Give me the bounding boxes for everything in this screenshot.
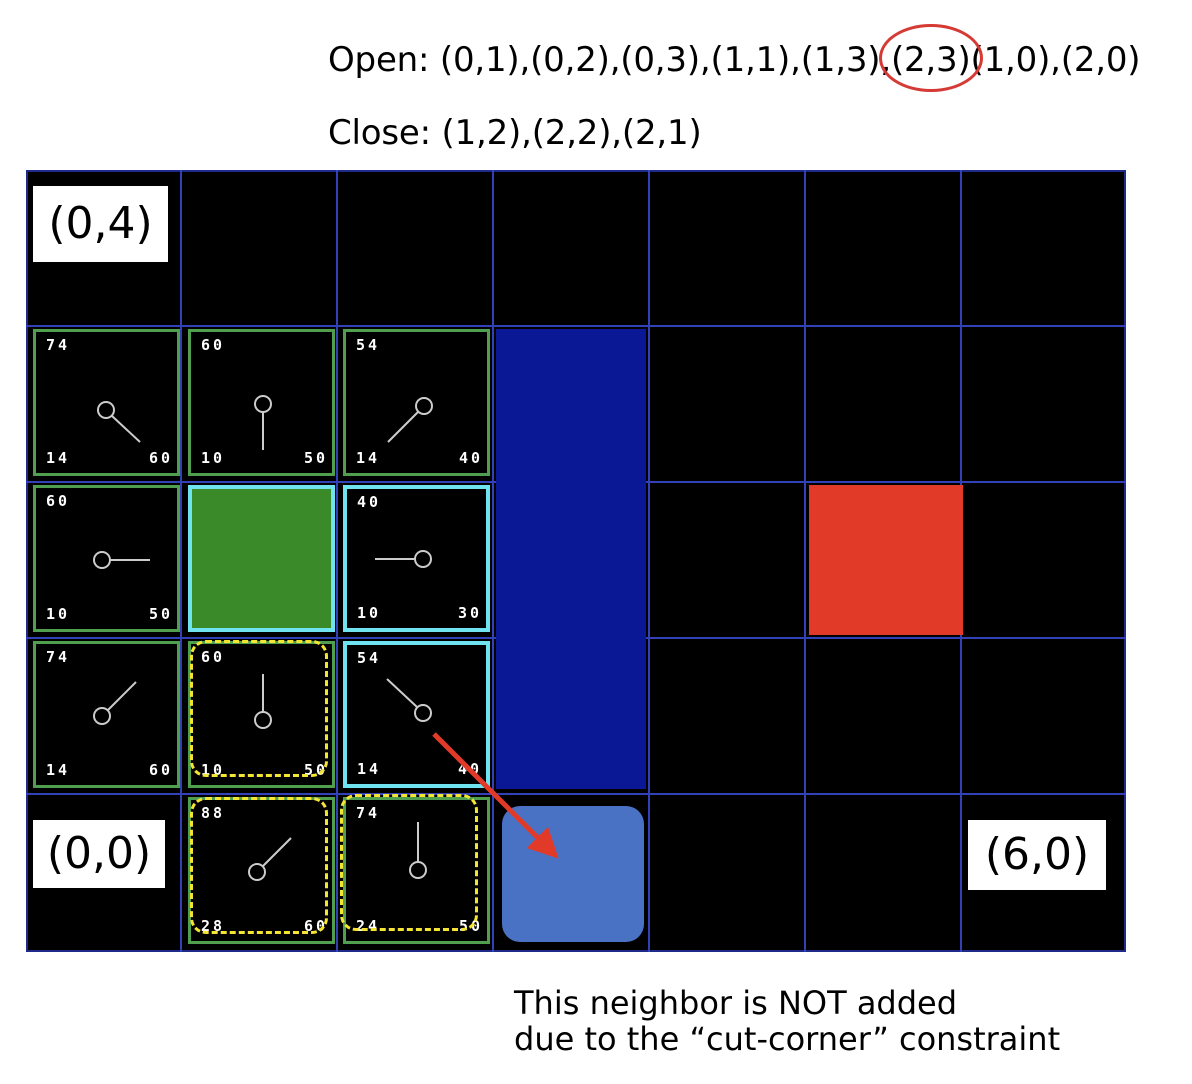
f-cost: 60 bbox=[201, 336, 226, 354]
f-cost: 54 bbox=[357, 649, 382, 667]
f-cost: 74 bbox=[356, 804, 381, 822]
wall-cells bbox=[496, 329, 646, 789]
open-list-items-rest: (1,0),(2,0) bbox=[970, 40, 1141, 80]
down-icon bbox=[254, 395, 272, 450]
grid-line bbox=[26, 793, 1126, 795]
start-node bbox=[188, 485, 335, 632]
grid-line bbox=[26, 325, 1126, 327]
new-neighbor-highlight bbox=[190, 640, 328, 777]
goal-cell bbox=[809, 485, 963, 635]
grid-line bbox=[336, 170, 338, 952]
up-icon bbox=[254, 674, 272, 729]
left-down-icon bbox=[387, 397, 433, 443]
h-cost: 60 bbox=[148, 449, 173, 467]
h-cost: 60 bbox=[148, 761, 173, 779]
g-cost: 14 bbox=[356, 449, 381, 467]
f-cost: 74 bbox=[46, 648, 71, 666]
caption-line-2: due to the “cut-corner” constraint bbox=[514, 1020, 1061, 1058]
grid-line bbox=[180, 170, 182, 952]
right-up-icon bbox=[93, 681, 137, 725]
grid-line bbox=[804, 170, 806, 952]
up-icon bbox=[409, 822, 427, 879]
highlighted-open-node: (2,3) bbox=[890, 40, 971, 80]
open-node: 88 28 60 bbox=[188, 797, 335, 944]
g-cost: 14 bbox=[46, 449, 71, 467]
open-node: 60 10 50 bbox=[33, 485, 180, 632]
h-cost: 50 bbox=[303, 449, 328, 467]
new-neighbor-highlight bbox=[190, 797, 328, 934]
open-node: 74 14 60 bbox=[33, 329, 180, 476]
coord-label-bottom-right: (6,0) bbox=[968, 820, 1106, 890]
closed-list-label: Close: bbox=[328, 113, 431, 153]
f-cost: 60 bbox=[201, 648, 226, 666]
open-node: 54 14 40 bbox=[343, 329, 490, 476]
open-node: 60 10 50 bbox=[188, 329, 335, 476]
h-cost: 30 bbox=[457, 604, 482, 622]
f-cost: 54 bbox=[356, 336, 381, 354]
f-cost: 74 bbox=[46, 336, 71, 354]
caption-line-1: This neighbor is NOT added bbox=[514, 984, 958, 1022]
g-cost: 28 bbox=[201, 917, 226, 935]
f-cost: 60 bbox=[46, 492, 71, 510]
new-neighbor-highlight bbox=[340, 794, 478, 931]
f-cost: 40 bbox=[357, 493, 382, 511]
closed-list: Close: (1,2),(2,2),(2,1) bbox=[328, 116, 702, 150]
g-cost: 10 bbox=[357, 604, 382, 622]
closed-node: 40 10 30 bbox=[343, 485, 490, 632]
h-cost: 40 bbox=[457, 760, 482, 778]
closed-list-items: (1,2),(2,2),(2,1) bbox=[441, 113, 702, 153]
right-icon bbox=[93, 551, 150, 569]
blocked-neighbor-cell bbox=[502, 806, 644, 942]
h-cost: 40 bbox=[458, 449, 483, 467]
closed-node: 54 14 40 bbox=[343, 641, 490, 788]
left-up-icon bbox=[386, 678, 432, 722]
g-cost: 14 bbox=[46, 761, 71, 779]
coord-label-bottom-left: (0,0) bbox=[33, 820, 165, 888]
open-node: 74 14 60 bbox=[33, 641, 180, 788]
pathfinding-grid: 74 14 60 60 10 50 54 14 40 60 10 50 40 1… bbox=[26, 170, 1126, 952]
open-list-label: Open: bbox=[328, 40, 430, 80]
right-down-icon bbox=[97, 401, 141, 443]
g-cost: 10 bbox=[46, 605, 71, 623]
f-cost: 88 bbox=[201, 804, 226, 822]
h-cost: 50 bbox=[148, 605, 173, 623]
caption: This neighbor is NOT added due to the “c… bbox=[514, 985, 1060, 1057]
grid-line bbox=[648, 170, 650, 952]
open-list-items: (0,1),(0,2),(0,3),(1,1),(1,3), bbox=[439, 40, 891, 80]
g-cost: 14 bbox=[357, 760, 382, 778]
open-list: Open: (0,1),(0,2),(0,3),(1,1),(1,3),(2,3… bbox=[328, 40, 1141, 80]
grid-line bbox=[492, 170, 494, 952]
left-icon bbox=[375, 550, 432, 568]
right-up-icon bbox=[248, 837, 292, 881]
coord-label-top-left: (0,4) bbox=[33, 186, 168, 262]
g-cost: 10 bbox=[201, 449, 226, 467]
